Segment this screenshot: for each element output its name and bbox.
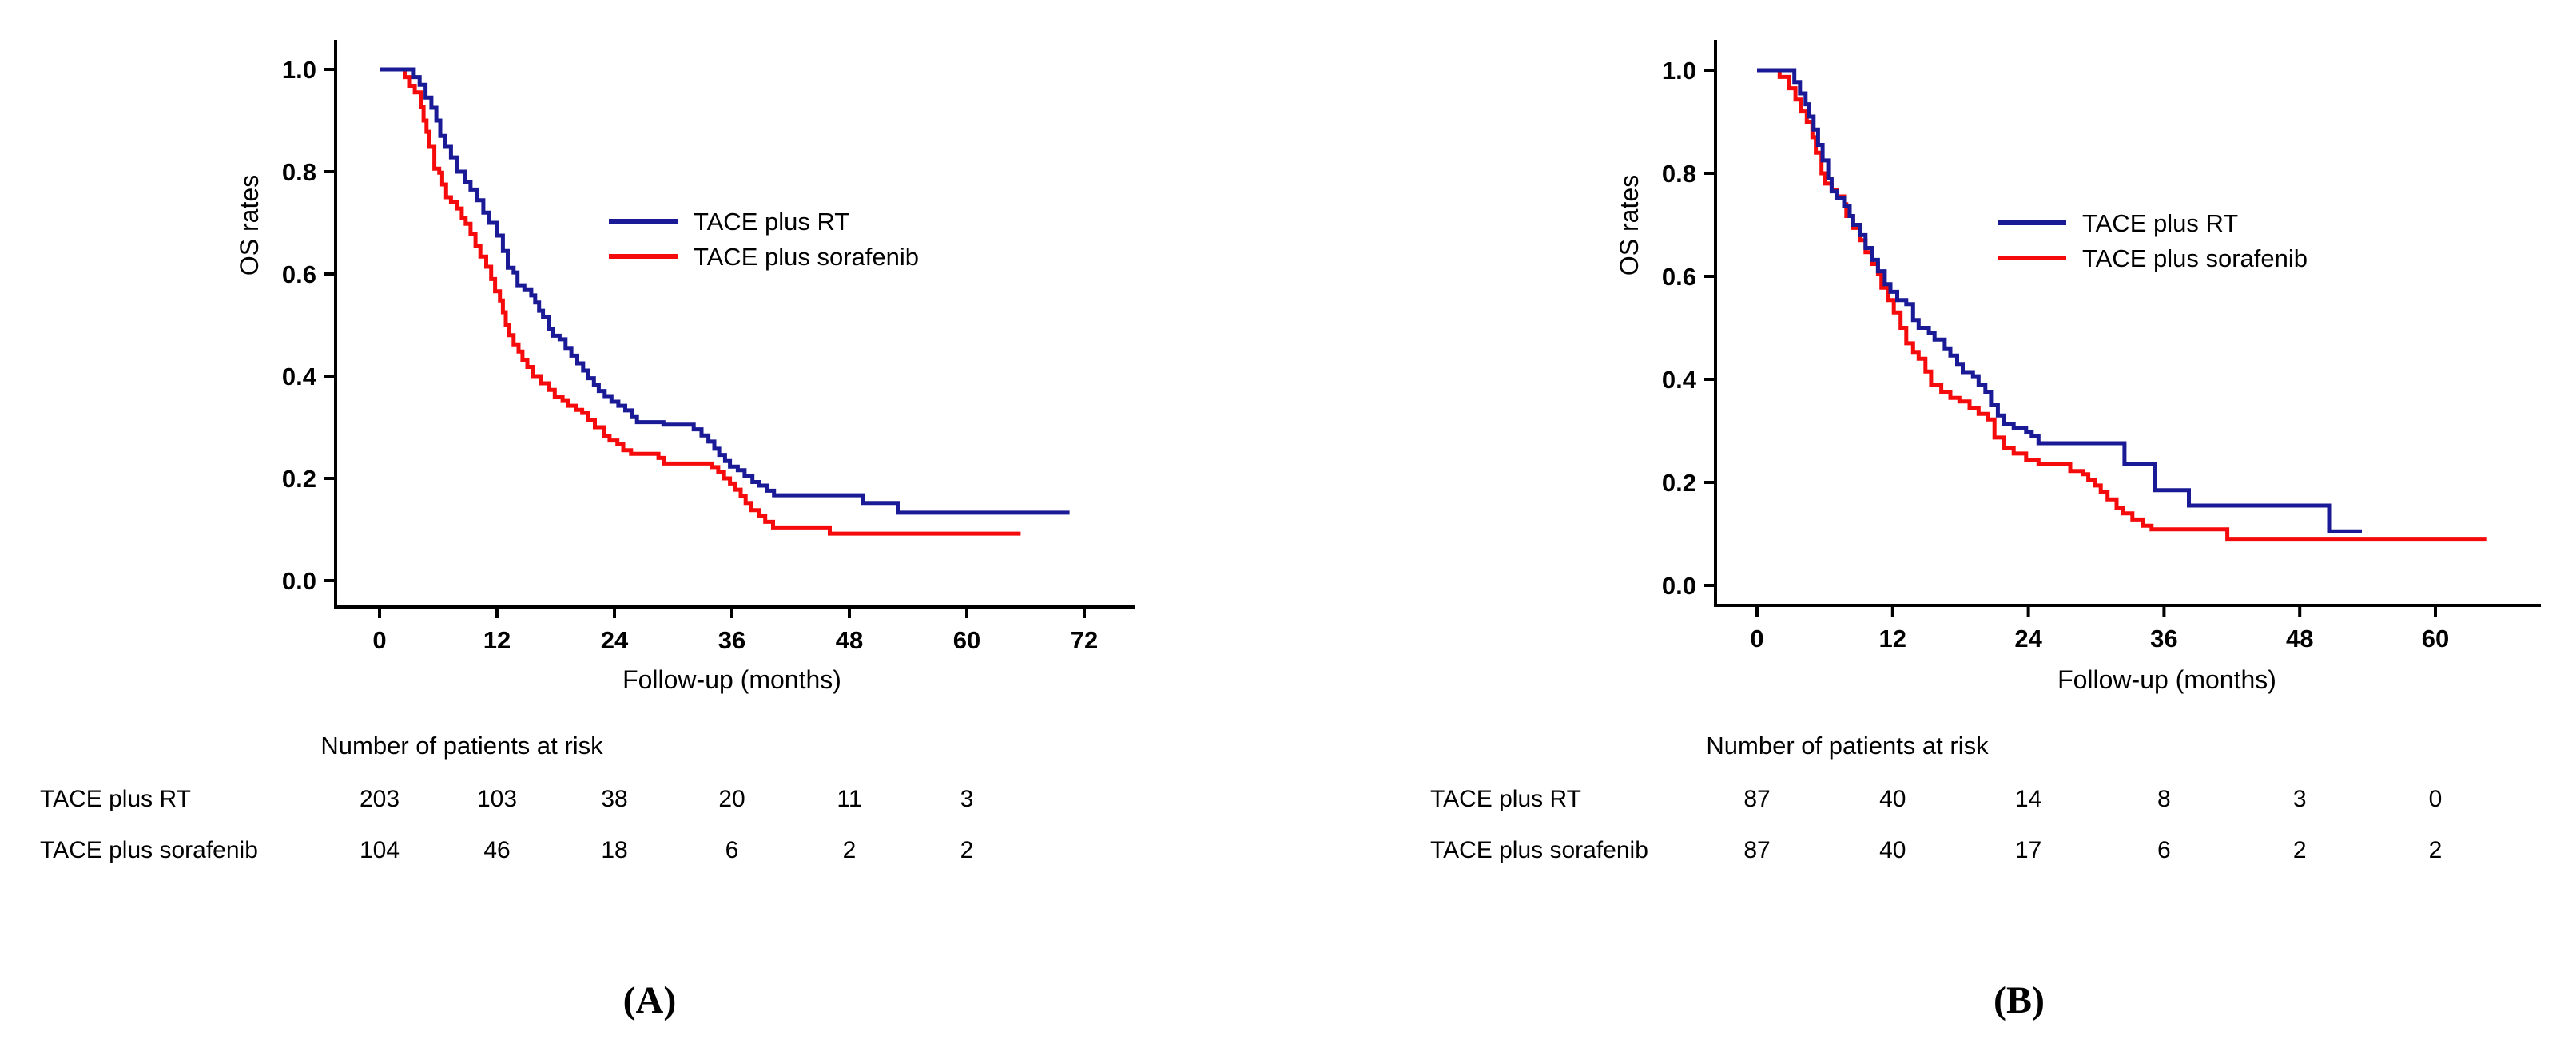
at-risk-row-label: TACE plus RT xyxy=(1430,786,1581,812)
x-tick-label: 36 xyxy=(718,626,745,654)
panel-a-letter-label: (A) xyxy=(623,979,677,1021)
survival-curve-tace-plus-rt xyxy=(1757,68,2362,533)
x-axis-title: Follow-up (months) xyxy=(2057,665,2276,694)
at-risk-count: 104 xyxy=(360,837,400,863)
legend-label-sorafenib: TACE plus sorafenib xyxy=(694,243,919,271)
at-risk-title: Number of patients at risk xyxy=(320,732,603,760)
x-tick-label: 12 xyxy=(1879,625,1906,652)
y-tick-label: 1.0 xyxy=(282,56,316,84)
x-tick-label: 72 xyxy=(1071,626,1098,654)
y-tick-label: 1.0 xyxy=(1662,57,1696,85)
at-risk-count: 2 xyxy=(2293,837,2307,863)
x-tick-label: 60 xyxy=(2422,625,2449,652)
at-risk-row-label: TACE plus RT xyxy=(40,786,191,812)
y-axis-title: OS rates xyxy=(235,175,264,276)
y-tick-label: 0.6 xyxy=(1662,263,1696,291)
at-risk-count: 6 xyxy=(725,837,739,863)
y-tick-label: 0.8 xyxy=(282,158,316,186)
x-tick-label: 48 xyxy=(836,626,863,654)
at-risk-count: 0 xyxy=(2429,786,2443,812)
at-risk-row-label: TACE plus sorafenib xyxy=(1430,837,1648,863)
at-risk-count: 11 xyxy=(837,786,861,812)
y-tick-label: 0.2 xyxy=(1662,469,1696,497)
at-risk-count: 87 xyxy=(1743,837,1770,863)
at-risk-count: 46 xyxy=(483,837,510,863)
at-risk-count: 18 xyxy=(601,837,627,863)
x-tick-label: 24 xyxy=(2014,625,2042,652)
survival-curve-tace-plus-sorafenib xyxy=(1757,68,2487,542)
axes-spines xyxy=(334,40,1135,609)
x-tick-label: 36 xyxy=(2150,625,2177,652)
at-risk-count: 2 xyxy=(2429,837,2443,863)
at-risk-count: 2 xyxy=(843,837,857,863)
panel-b-letter-label: (B) xyxy=(1994,979,2045,1021)
at-risk-count: 14 xyxy=(2015,786,2041,812)
at-risk-count: 203 xyxy=(360,786,400,812)
x-tick-label: 48 xyxy=(2286,625,2313,652)
y-tick-label: 0.8 xyxy=(1662,160,1696,188)
at-risk-count: 40 xyxy=(1879,837,1906,863)
at-risk-count: 40 xyxy=(1879,786,1906,812)
y-tick-label: 0.0 xyxy=(1662,572,1696,600)
at-risk-count: 2 xyxy=(960,837,974,863)
at-risk-count: 3 xyxy=(960,786,974,812)
at-risk-count: 20 xyxy=(718,786,745,812)
survival-curve-tace-plus-rt xyxy=(380,67,1070,515)
x-tick-label: 0 xyxy=(1750,625,1763,652)
at-risk-count: 17 xyxy=(2015,837,2041,863)
at-risk-title: Number of patients at risk xyxy=(1706,732,1989,760)
x-tick-label: 24 xyxy=(601,626,629,654)
y-tick-label: 0.4 xyxy=(282,363,317,391)
at-risk-count: 8 xyxy=(2157,786,2171,812)
y-tick-label: 0.6 xyxy=(282,260,316,288)
x-tick-label: 0 xyxy=(372,626,386,654)
y-tick-label: 0.4 xyxy=(1662,366,1697,394)
axes-spines xyxy=(1714,40,2541,607)
legend-label-rt: TACE plus RT xyxy=(2082,209,2238,237)
x-axis-title: Follow-up (months) xyxy=(622,665,841,694)
panel-a: 1.00.80.60.40.20.00 12 24 36 48 60 72Follow-up… xyxy=(40,40,1135,863)
survival-curve-tace-plus-sorafenib xyxy=(380,67,1021,536)
at-risk-row-label: TACE plus sorafenib xyxy=(40,837,258,863)
legend-label-rt: TACE plus RT xyxy=(694,208,849,236)
at-risk-count: 87 xyxy=(1743,786,1770,812)
x-tick-label: 12 xyxy=(483,626,511,654)
at-risk-count: 6 xyxy=(2157,837,2171,863)
at-risk-count: 103 xyxy=(477,786,517,812)
legend-label-sorafenib: TACE plus sorafenib xyxy=(2082,244,2308,272)
at-risk-count: 38 xyxy=(601,786,627,812)
y-tick-label: 0.2 xyxy=(282,465,316,493)
y-tick-label: 0.0 xyxy=(282,567,316,595)
at-risk-count: 3 xyxy=(2293,786,2307,812)
x-tick-label: 60 xyxy=(953,626,980,654)
y-axis-title: OS rates xyxy=(1615,175,1644,276)
